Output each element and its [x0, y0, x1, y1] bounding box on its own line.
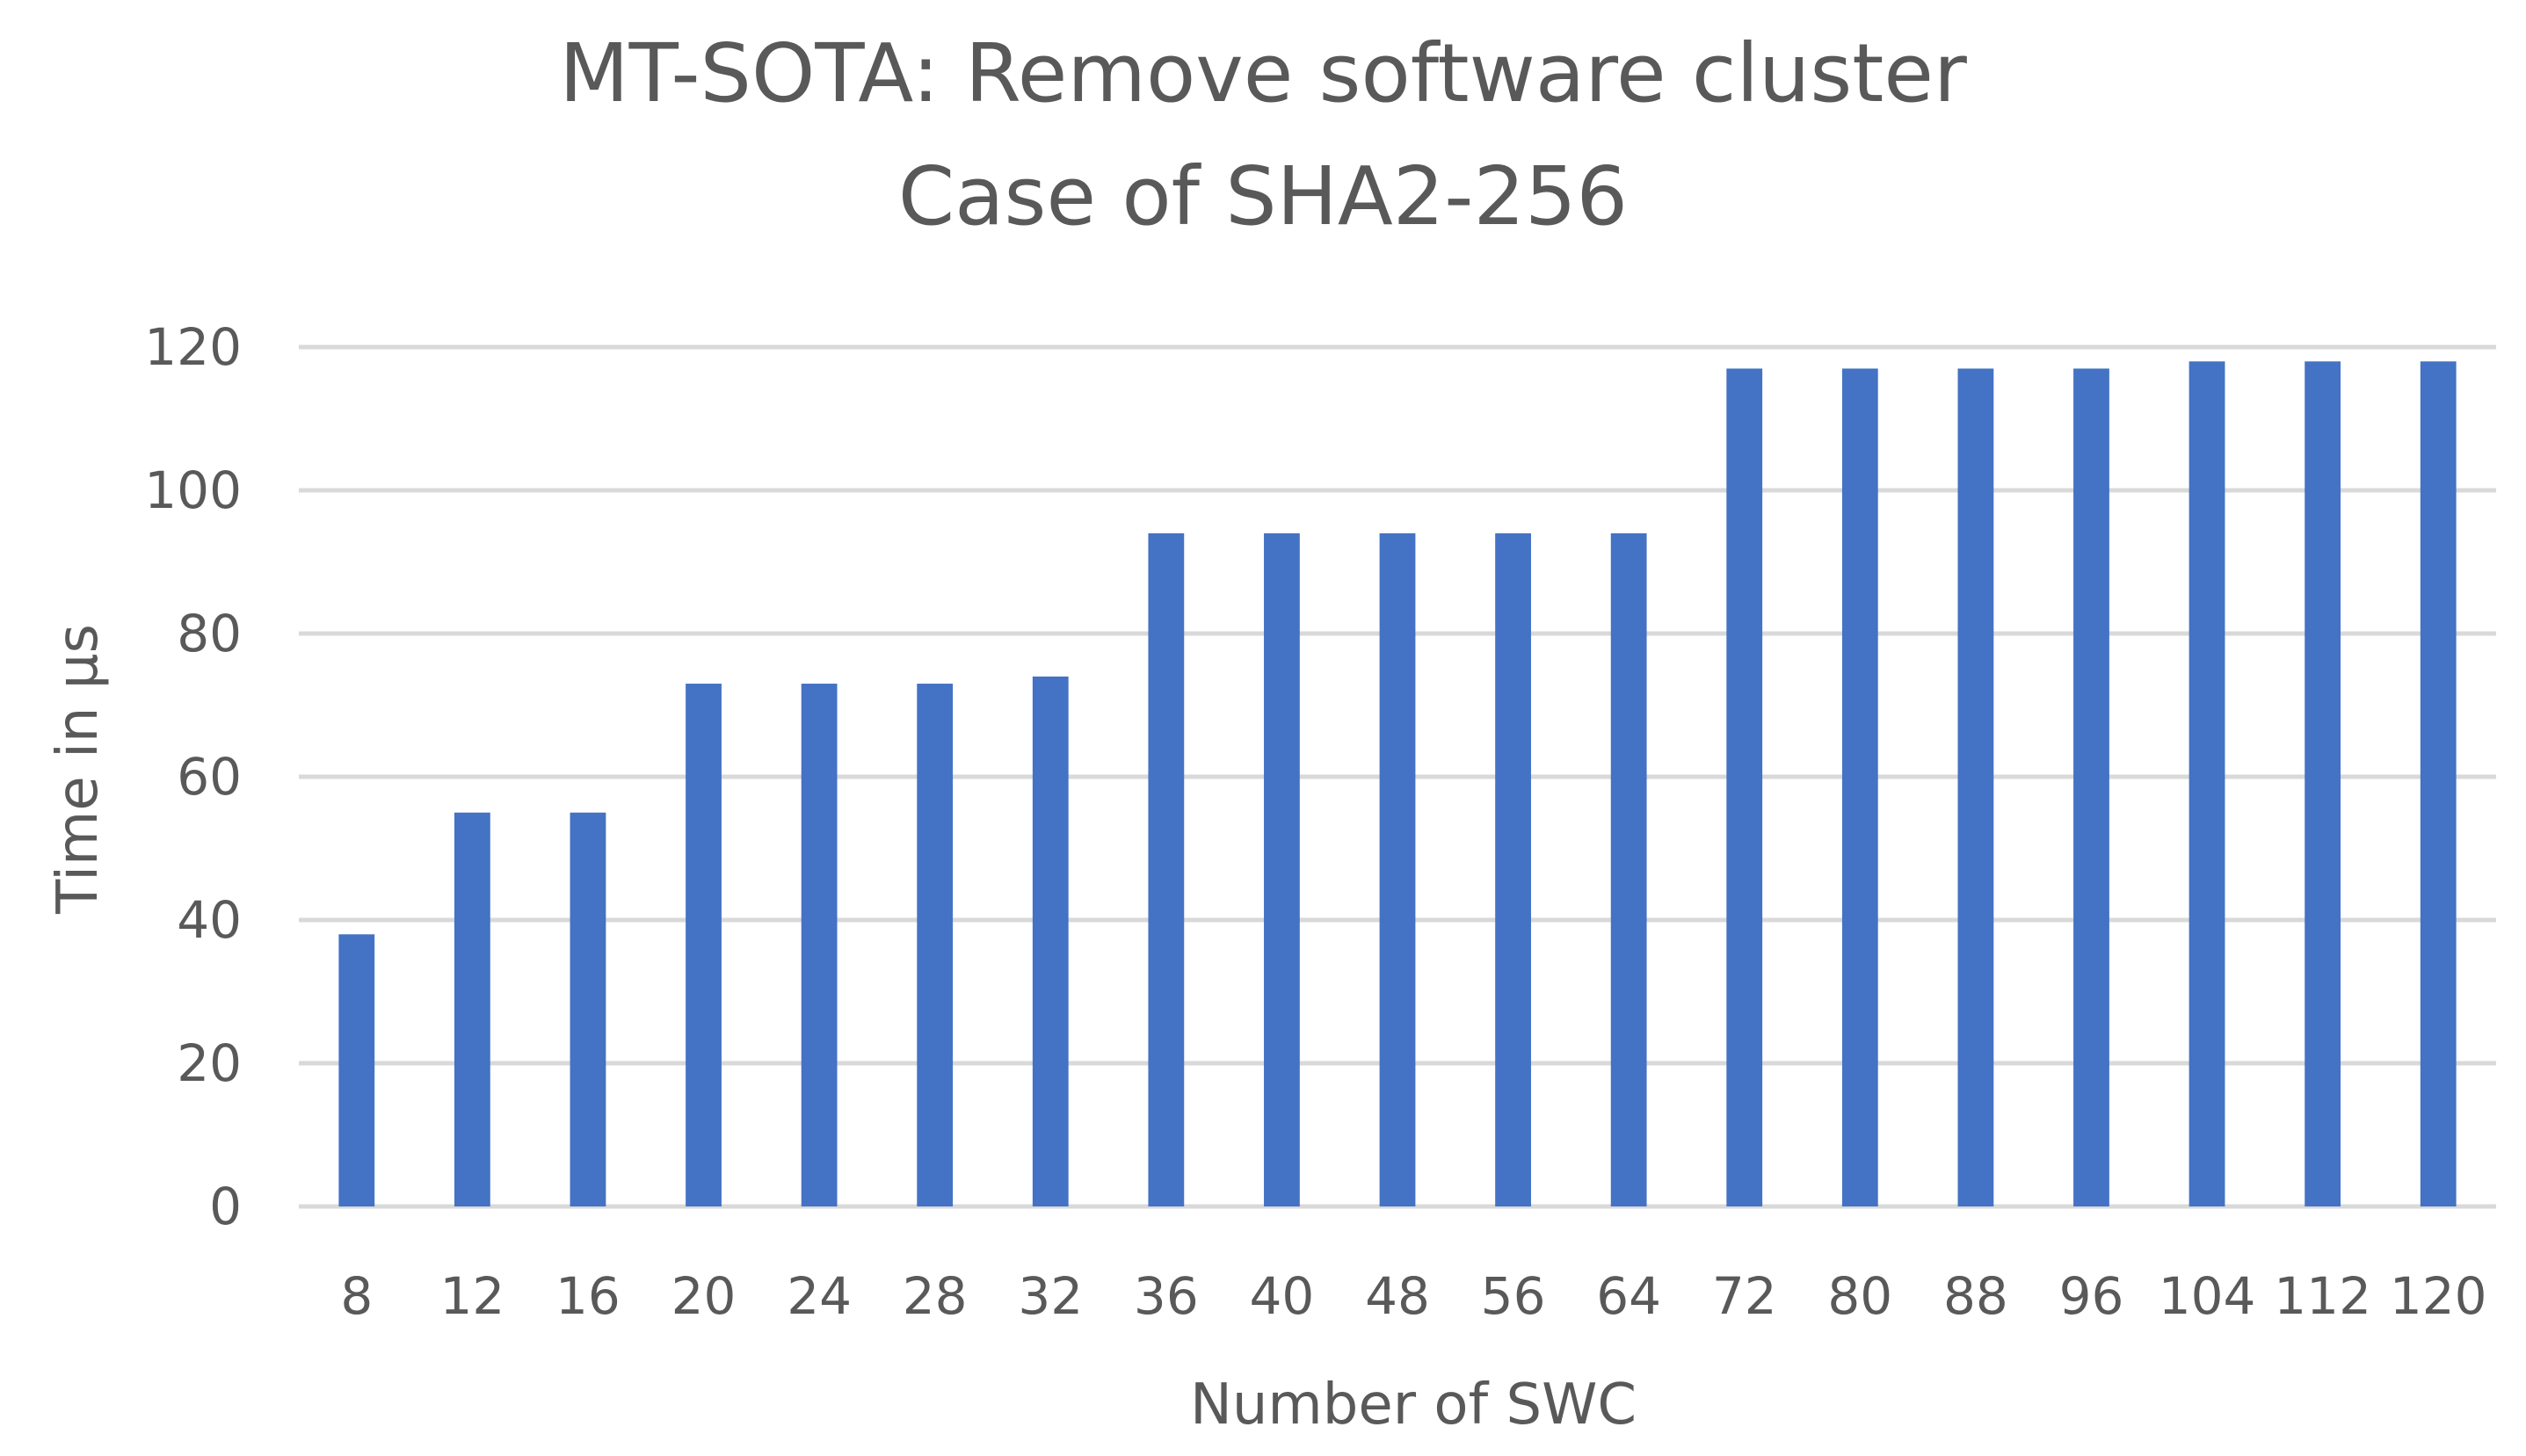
- x-tick-label: 40: [1250, 1266, 1315, 1326]
- y-tick-label: 100: [144, 460, 242, 520]
- y-tick-label: 40: [177, 890, 242, 950]
- bar-28: [917, 684, 954, 1206]
- x-tick-label: 64: [1596, 1266, 1661, 1326]
- y-tick-label: 0: [209, 1177, 242, 1236]
- y-tick-label: 120: [144, 317, 242, 377]
- x-tick-label: 104: [2159, 1266, 2256, 1326]
- x-tick-label: 120: [2390, 1266, 2487, 1326]
- bar-104: [2188, 361, 2225, 1206]
- x-tick-label: 24: [787, 1266, 852, 1326]
- bar-72: [1726, 368, 1763, 1206]
- y-axis-ticks: 0 20 40 60 80 100 120: [144, 317, 242, 1236]
- x-tick-label: 72: [1712, 1266, 1777, 1326]
- x-tick-label: 48: [1365, 1266, 1430, 1326]
- x-tick-label: 36: [1134, 1266, 1199, 1326]
- x-tick-label: 16: [555, 1266, 621, 1326]
- x-axis-label: Number of SWC: [1190, 1373, 1637, 1438]
- x-tick-label: 8: [340, 1266, 373, 1326]
- x-tick-label: 32: [1018, 1266, 1083, 1326]
- y-tick-label: 20: [177, 1033, 242, 1093]
- chart-subtitle: Case of SHA2-256: [898, 149, 1628, 243]
- bar-24: [801, 684, 838, 1206]
- x-tick-label: 20: [671, 1266, 737, 1326]
- y-axis-label: Time in µs: [46, 624, 111, 915]
- bar-40: [1264, 532, 1300, 1206]
- y-tick-label: 60: [177, 747, 242, 807]
- bar-series: [338, 361, 2457, 1206]
- bar-120: [2420, 361, 2457, 1206]
- bar-88: [1957, 368, 1994, 1206]
- bar-56: [1495, 532, 1531, 1206]
- x-tick-label: 96: [2059, 1266, 2124, 1326]
- x-axis-ticks: 8 12 16 20 24 28 32 36 40 48 56 64 72 80 88 96 104 112 120: [340, 1266, 2486, 1326]
- bar-36: [1148, 532, 1185, 1206]
- bar-12: [454, 812, 490, 1206]
- bar-112: [2305, 361, 2341, 1206]
- bar-16: [570, 812, 606, 1206]
- y-tick-label: 80: [177, 604, 242, 663]
- x-tick-label: 56: [1481, 1266, 1546, 1326]
- bar-96: [2073, 368, 2109, 1206]
- x-tick-label: 12: [439, 1266, 504, 1326]
- bar-20: [686, 684, 722, 1206]
- bar-8: [338, 934, 375, 1206]
- bar-32: [1032, 676, 1069, 1206]
- x-tick-label: 112: [2274, 1266, 2371, 1326]
- chart-title: MT-SOTA: Remove software cluster: [559, 26, 1967, 120]
- x-tick-label: 80: [1827, 1266, 1892, 1326]
- bar-80: [1841, 368, 1878, 1206]
- x-tick-label: 88: [1943, 1266, 2008, 1326]
- x-tick-label: 28: [903, 1266, 968, 1326]
- bar-64: [1610, 532, 1647, 1206]
- bar-48: [1379, 532, 1416, 1206]
